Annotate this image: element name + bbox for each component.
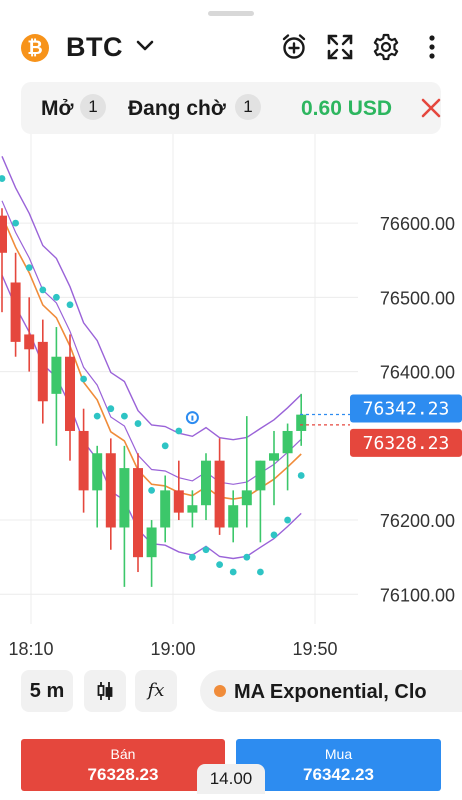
candle-body bbox=[255, 460, 266, 491]
candle-body bbox=[146, 527, 157, 558]
psar-dot bbox=[66, 301, 74, 309]
pending-orders-count: 1 bbox=[235, 94, 261, 120]
psar-dot bbox=[107, 405, 115, 413]
indicators-button[interactable]: fx bbox=[135, 670, 177, 712]
psar-dot bbox=[175, 427, 183, 435]
indicator-name: MA Exponential, Clo bbox=[234, 681, 427, 703]
psar-dot bbox=[284, 516, 291, 524]
candle-body bbox=[65, 356, 75, 431]
sell-price-tag bbox=[350, 428, 462, 457]
lower-band-line bbox=[1, 274, 302, 560]
price-axis-label: 76400.00 bbox=[380, 363, 455, 383]
time-axis-label: 19:00 bbox=[150, 639, 195, 659]
open-orders-label[interactable]: Mở bbox=[41, 97, 74, 120]
sell-label: Bán bbox=[110, 746, 136, 762]
psar-dot bbox=[270, 531, 278, 539]
bitcoin-coin-icon: ₿ bbox=[21, 34, 49, 62]
indicator-color-dot bbox=[214, 685, 226, 697]
psar-dot bbox=[216, 561, 224, 569]
timeframe-button[interactable]: 5 m bbox=[21, 670, 73, 712]
more-vertical-icon[interactable] bbox=[417, 32, 447, 62]
candle-body bbox=[133, 468, 143, 558]
candle-body bbox=[173, 490, 184, 513]
sheet-grab-handle[interactable] bbox=[208, 11, 254, 16]
symbol-header: ₿ BTC bbox=[0, 26, 462, 66]
candle-body bbox=[160, 490, 171, 528]
psar-dot bbox=[53, 293, 60, 301]
candle-body bbox=[296, 414, 307, 431]
price-axis-label: 76100.00 bbox=[380, 585, 455, 605]
candle-body bbox=[37, 341, 48, 402]
psar-dot bbox=[134, 420, 142, 427]
buy-price-tag bbox=[350, 394, 462, 423]
psar-dot bbox=[121, 412, 128, 420]
psar-dot bbox=[189, 553, 196, 561]
candle-body bbox=[78, 430, 89, 491]
psar-dot bbox=[12, 219, 19, 227]
candle-body bbox=[201, 460, 211, 506]
sell-button[interactable]: Bán 76328.23 bbox=[21, 739, 225, 791]
candle-body bbox=[187, 505, 198, 513]
buy-price: 76342.23 bbox=[303, 765, 374, 784]
candle-body bbox=[241, 490, 252, 506]
candle-body bbox=[24, 334, 35, 350]
psar-dot bbox=[39, 286, 47, 294]
price-axis-label: 76600.00 bbox=[380, 214, 455, 234]
fullscreen-icon[interactable] bbox=[325, 32, 355, 62]
buy-label: Mua bbox=[324, 746, 353, 762]
candle-body bbox=[105, 453, 116, 528]
buy-button[interactable]: Mua 76342.23 bbox=[236, 739, 441, 791]
symbol-name[interactable]: BTC bbox=[66, 32, 123, 62]
psar-dot bbox=[202, 546, 210, 554]
psar-dot bbox=[80, 375, 87, 383]
psar-dot bbox=[93, 412, 101, 420]
alarm-add-icon[interactable] bbox=[279, 32, 309, 62]
psar-dot bbox=[148, 486, 156, 494]
candle-body bbox=[269, 453, 279, 461]
time-axis-label: 19:50 bbox=[292, 639, 337, 659]
candle-body bbox=[0, 215, 7, 253]
price-axis-label: 76500.00 bbox=[380, 288, 455, 308]
psar-dot bbox=[229, 568, 237, 576]
price-axis-label: 76200.00 bbox=[380, 511, 455, 531]
candle-body bbox=[92, 453, 103, 491]
orders-summary-bar: Mở 1 Đang chờ 1 0.60 USD bbox=[21, 82, 441, 134]
psar-dot bbox=[161, 442, 169, 450]
upper-band-line bbox=[1, 156, 302, 441]
pending-orders-label[interactable]: Đang chờ bbox=[128, 97, 226, 120]
buy-price-tag-text: 76342.23 bbox=[363, 398, 450, 419]
profit-loss-value: 0.60 USD bbox=[301, 97, 393, 120]
fx-icon: fx bbox=[147, 680, 165, 701]
psar-dot bbox=[297, 472, 305, 479]
indicator-chip[interactable]: MA Exponential, Clo bbox=[200, 670, 462, 712]
psar-dot bbox=[0, 175, 6, 182]
close-all-icon[interactable] bbox=[419, 96, 443, 120]
chevron-down-icon[interactable] bbox=[135, 36, 155, 56]
candles-icon bbox=[97, 682, 113, 700]
open-orders-count: 1 bbox=[80, 94, 106, 120]
sell-price: 76328.23 bbox=[87, 765, 159, 784]
price-chart[interactable]: 76600.00 76500.00 76400.00 76200.00 76100.00… bbox=[0, 134, 462, 664]
candle-body bbox=[51, 356, 62, 394]
candle-body bbox=[119, 468, 130, 528]
chart-type-button[interactable] bbox=[84, 670, 126, 712]
candle-body bbox=[10, 282, 21, 342]
candle-body bbox=[228, 505, 239, 528]
gear-icon[interactable] bbox=[371, 32, 401, 62]
spread-value: 14.00 bbox=[197, 764, 265, 794]
time-axis-label: 18:10 bbox=[8, 639, 53, 659]
sell-price-tag-text: 76328.23 bbox=[363, 433, 450, 454]
candle-body bbox=[282, 430, 293, 454]
psar-dot bbox=[243, 553, 251, 561]
psar-dot bbox=[25, 264, 33, 272]
psar-dot bbox=[257, 568, 264, 576]
candle-body bbox=[214, 460, 225, 528]
mid-band-line bbox=[1, 200, 302, 485]
